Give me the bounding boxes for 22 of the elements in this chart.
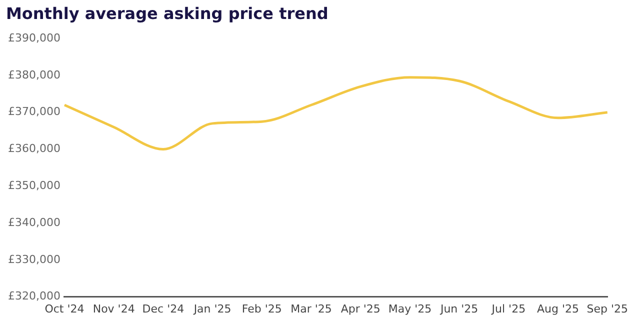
x-tick-label: Apr '25 [340,302,380,316]
y-tick-label: £390,000 [8,31,60,44]
y-tick-label: £320,000 [8,290,60,303]
x-tick-label: Nov '24 [92,302,135,316]
y-tick-label: £350,000 [8,179,60,192]
y-tick-label: £360,000 [8,142,60,156]
y-tick-label: £340,000 [8,216,60,229]
y-tick-label: £380,000 [8,68,60,82]
x-tick-label: Oct '24 [44,302,84,316]
x-tick-label: Dec '24 [142,302,184,316]
x-tick-label: Mar '25 [290,302,332,316]
x-tick-label: Sep '25 [586,302,628,316]
x-tick-label: Feb '25 [242,302,282,316]
x-tick-label: Jan '25 [192,302,232,316]
x-tick-label: May '25 [388,302,432,316]
x-tick-label: Jun '25 [439,302,478,316]
y-tick-label: £330,000 [8,252,60,266]
chart-title: Monthly average asking price trend [6,4,328,23]
x-tick-label: Jul '25 [490,302,526,316]
y-tick-label: £370,000 [8,105,60,118]
x-tick-label: Aug '25 [537,302,580,316]
line-series [63,76,609,151]
